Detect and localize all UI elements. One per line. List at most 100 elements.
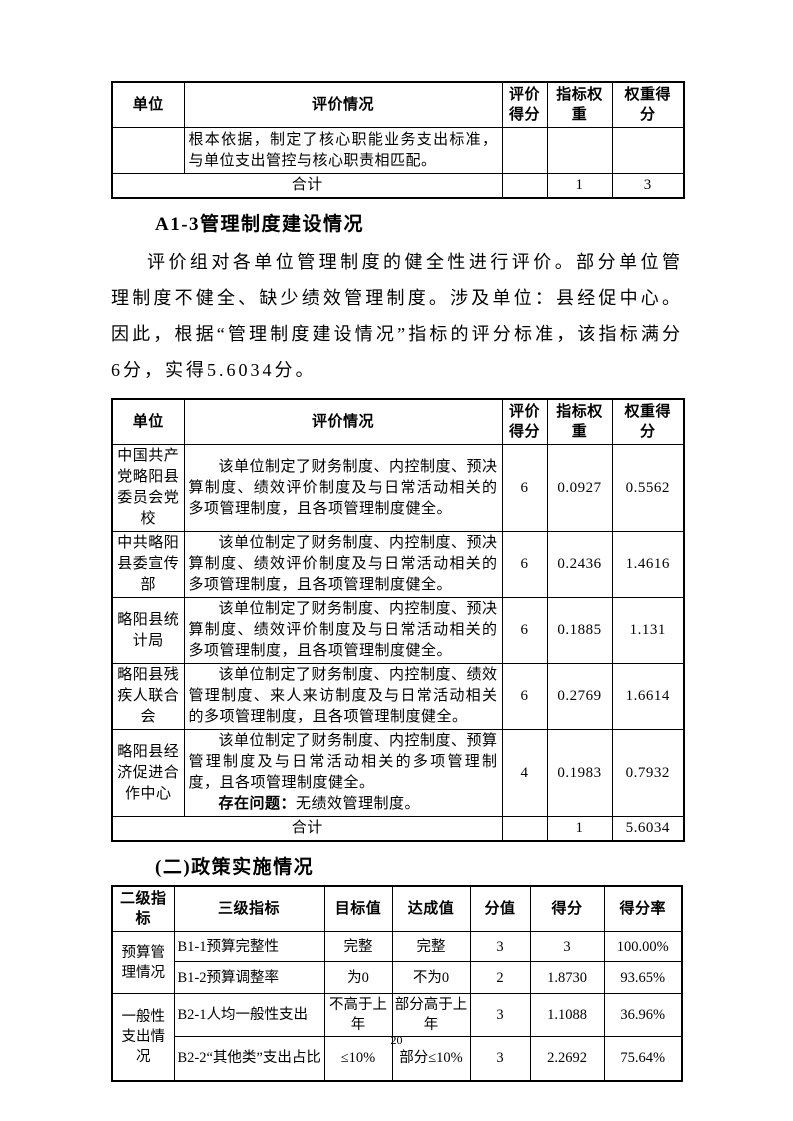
- table-total-row: 合计 1 3: [111, 173, 685, 199]
- evaluation-text: 该单位制定了财务制度、内控制度、预决算制度、绩效评价制度及与日常活动相关的多项管…: [188, 458, 498, 517]
- cell-rate: 100.00%: [603, 931, 683, 962]
- cell-total-weighted-score: 3: [611, 173, 685, 199]
- cell-total-score: [501, 173, 548, 199]
- cell-unit: 中国共产党略阳县委员会党校: [111, 444, 185, 532]
- problem-note: 存在问题：无绩效管理制度。: [189, 794, 498, 815]
- cell-evaluation: 根本依据，制定了核心职能业务支出标准，与单位支出管控与核心职责相匹配。: [183, 127, 503, 174]
- table-header-row: 二级指标 三级指标 目标值 达成值 分值 得分 得分率: [111, 885, 683, 932]
- continuation-evaluation-table: 单位 评价情况 评价得分 指标权重 权重得分 根本依据，制定了核心职能业务支出标…: [111, 81, 685, 199]
- table-row: 中国共产党略阳县委员会党校 该单位制定了财务制度、内控制度、预决算制度、绩效评价…: [111, 444, 685, 532]
- table-row: 预算管理情况 B1-1预算完整性 完整 完整 3 3 100.00%: [111, 931, 683, 994]
- cell-score: 1.8730: [529, 961, 605, 994]
- cell-total-weighted-score: 5.6034: [611, 816, 685, 842]
- cell-points: 3: [469, 931, 531, 962]
- cell-achieved: 完整: [391, 931, 471, 962]
- column-header-target-value: 目标值: [323, 885, 393, 932]
- table-header-row: 单位 评价情况 评价得分 指标权重 权重得分: [111, 81, 685, 128]
- column-header-tertiary-indicator: 三级指标: [173, 885, 325, 932]
- cell-evaluation: 该单位制定了财务制度、内控制度、预决算制度、绩效评价制度及与日常活动相关的多项管…: [183, 531, 503, 598]
- cell-total-score: [501, 816, 548, 842]
- table-row: B2-2“其他类”支出占比 ≤10% 部分≤10% 3 2.2692 75.64…: [112, 1036, 683, 1081]
- evaluation-text: 该单位制定了财务制度、内控制度、预算管理制度及与日常活动相关的多项管理制度，且各…: [188, 733, 498, 791]
- column-header-weighted-score: 权重得分: [611, 398, 685, 445]
- cell-rate: 36.96%: [603, 993, 683, 1037]
- cell-evaluation: 该单位制定了财务制度、内控制度、预决算制度、绩效评价制度及与日常活动相关的多项管…: [183, 444, 503, 532]
- cell-score: 6: [501, 597, 548, 664]
- cell-indicator: B2-1人均一般性支出: [173, 993, 325, 1037]
- cell-total-weight: 1: [546, 816, 613, 842]
- column-header-weight: 指标权重: [546, 398, 613, 445]
- cell-unit: 略阳县残疾人联合会: [111, 663, 185, 730]
- cell-target: 完整: [323, 931, 393, 962]
- cell-weight: 0.1983: [546, 729, 613, 817]
- cell-indicator: B1-1预算完整性: [173, 931, 325, 962]
- cell-weighted-score: 1.4616: [611, 531, 685, 598]
- problem-label: 存在问题：: [218, 796, 297, 812]
- column-header-unit: 单位: [111, 81, 185, 128]
- table-row: 略阳县残疾人联合会 该单位制定了财务制度、内控制度、绩效管理制度、来人来访制度及…: [111, 663, 685, 730]
- table-row: 中共略阳县委宣传部 该单位制定了财务制度、内控制度、预决算制度、绩效评价制度及与…: [111, 531, 685, 598]
- column-header-evaluation: 评价情况: [183, 398, 503, 445]
- column-header-points: 分值: [469, 885, 531, 932]
- column-header-score-rate: 得分率: [603, 885, 683, 932]
- table-header-row: 单位 评价情况 评价得分 指标权重 权重得分: [111, 398, 685, 445]
- cell-evaluation: 该单位制定了财务制度、内控制度、预算管理制度及与日常活动相关的多项管理制度，且各…: [183, 729, 503, 817]
- table-row: 略阳县统计局 该单位制定了财务制度、内控制度、预决算制度、绩效评价制度及与日常活…: [111, 597, 685, 664]
- page-number: 20: [390, 1033, 403, 1047]
- table-row: 根本依据，制定了核心职能业务支出标准，与单位支出管控与核心职责相匹配。: [111, 127, 685, 174]
- cell-unit: [111, 127, 185, 174]
- cell-group-budget-management: 预算管理情况: [111, 931, 175, 994]
- cell-unit: 略阳县统计局: [111, 597, 185, 664]
- cell-weighted-score: 1.6614: [611, 663, 685, 730]
- cell-score: 2.2692: [529, 1036, 605, 1081]
- management-system-table: 单位 评价情况 评价得分 指标权重 权重得分 中国共产党略阳县委员会党校 该单位…: [111, 398, 685, 842]
- cell-points: 2: [469, 961, 531, 994]
- cell-achieved: 不为0: [391, 961, 471, 994]
- cell-weight: 0.2769: [546, 663, 613, 730]
- section-heading-policy: (二)政策实施情况: [155, 857, 315, 878]
- cell-score: 1.1088: [529, 993, 605, 1037]
- cell-score: 6: [501, 663, 548, 730]
- section-paragraph-a1-3: 评价组对各单位管理制度的健全性进行评价。部分单位管理制度不健全、缺少绩效管理制度…: [111, 252, 683, 380]
- cell-target: 为0: [323, 961, 393, 994]
- table-total-row: 合计 1 5.6034: [111, 816, 685, 842]
- cell-rate: 93.65%: [603, 961, 683, 994]
- cell-indicator: B1-2预算调整率: [173, 961, 325, 994]
- evaluation-text: 根本依据，制定了核心职能业务支出标准，与单位支出管控与核心职责相匹配。: [188, 131, 498, 169]
- document-content: 单位 评价情况 评价得分 指标权重 权重得分 根本依据，制定了核心职能业务支出标…: [111, 81, 685, 1082]
- table-row: B1-2预算调整率 为0 不为0 2 1.8730 93.65%: [112, 961, 683, 994]
- column-header-score: 评价得分: [501, 398, 548, 445]
- cell-weighted-score: 0.5562: [611, 444, 685, 532]
- cell-points: 3: [469, 1036, 531, 1081]
- cell-total-label: 合计: [111, 816, 503, 842]
- table-row: 一般性支出情况 B2-1人均一般性支出 不高于上年 部分高于上年 3 1.108…: [111, 993, 683, 1081]
- section-heading-a1-3: A1-3管理制度建设情况: [155, 214, 365, 235]
- cell-weight: 0.0927: [546, 444, 613, 532]
- cell-score: 3: [529, 931, 605, 962]
- cell-indicator: B2-2“其他类”支出占比: [173, 1036, 325, 1081]
- cell-weight: [546, 127, 613, 174]
- column-header-secondary-indicator: 二级指标: [111, 885, 175, 932]
- cell-unit: 中共略阳县委宣传部: [111, 531, 185, 598]
- cell-total-weight: 1: [546, 173, 613, 199]
- problem-text: 无绩效管理制度。: [296, 796, 421, 812]
- cell-points: 3: [469, 993, 531, 1037]
- cell-weighted-score: 1.131: [611, 597, 685, 664]
- cell-weighted-score: [611, 127, 685, 174]
- evaluation-text: 该单位制定了财务制度、内控制度、绩效管理制度、来人来访制度及与日常活动相关的多项…: [188, 667, 498, 725]
- column-header-score: 得分: [529, 885, 605, 932]
- evaluation-text: 该单位制定了财务制度、内控制度、预决算制度、绩效评价制度及与日常活动相关的多项管…: [188, 601, 498, 659]
- cell-score: [501, 127, 548, 174]
- column-header-evaluation: 评价情况: [183, 81, 503, 128]
- cell-total-label: 合计: [111, 173, 503, 199]
- cell-weight: 0.2436: [546, 531, 613, 598]
- cell-score: 6: [501, 531, 548, 598]
- evaluation-text: 该单位制定了财务制度、内控制度、预决算制度、绩效评价制度及与日常活动相关的多项管…: [188, 535, 498, 593]
- cell-weight: 0.1885: [546, 597, 613, 664]
- column-header-weight: 指标权重: [546, 81, 613, 128]
- cell-target: ≤10%: [323, 1036, 393, 1081]
- cell-score: 4: [501, 729, 548, 817]
- cell-achieved: 部分高于上年: [391, 993, 471, 1037]
- column-header-score: 评价得分: [501, 81, 548, 128]
- column-header-weighted-score: 权重得分: [611, 81, 685, 128]
